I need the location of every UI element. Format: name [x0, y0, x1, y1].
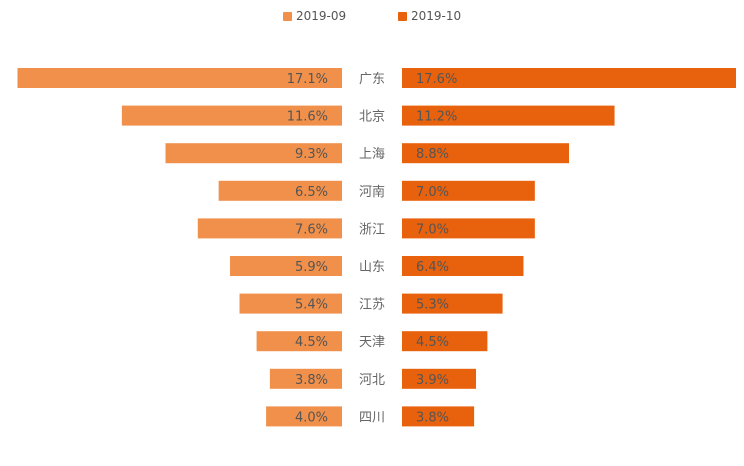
- category-label-9: 四川: [359, 410, 385, 425]
- bar-2019-10-1[interactable]: [402, 105, 615, 126]
- category-label-5: 山东: [359, 260, 385, 275]
- legend-label-series-2: 2019-10: [411, 9, 462, 23]
- bar-2019-10-5[interactable]: [402, 256, 524, 276]
- category-label-4: 浙江: [359, 222, 385, 237]
- bar-2019-10-4[interactable]: [402, 218, 535, 239]
- legend-item-series-2[interactable]: 2019-10: [398, 8, 461, 24]
- data-label-2019-10-9: 3.8%: [416, 410, 449, 425]
- bar-2019-09-4[interactable]: [197, 218, 342, 239]
- data-label-2019-09-0: 17.1%: [287, 72, 328, 87]
- category-label-0: 广东: [359, 72, 385, 87]
- legend-label-series-1: 2019-09: [296, 9, 347, 23]
- bar-2019-09-9[interactable]: [266, 406, 342, 427]
- data-label-2019-10-0: 17.6%: [416, 72, 457, 87]
- legend-item-series-1[interactable]: 2019-09: [283, 8, 346, 24]
- data-label-2019-09-3: 6.5%: [295, 185, 328, 200]
- bar-2019-10-2[interactable]: [402, 143, 569, 164]
- category-label-7: 天津: [359, 335, 385, 350]
- data-label-2019-10-5: 6.4%: [416, 260, 449, 275]
- bar-2019-09-1[interactable]: [121, 105, 342, 126]
- data-label-2019-10-7: 4.5%: [416, 335, 449, 350]
- legend: 2019-09 2019-10: [0, 8, 744, 24]
- bar-2019-09-0[interactable]: [17, 68, 342, 88]
- data-label-2019-10-1: 11.2%: [416, 110, 457, 125]
- bar-2019-10-6[interactable]: [402, 293, 503, 314]
- data-label-2019-10-3: 7.0%: [416, 185, 449, 200]
- category-label-1: 北京: [359, 110, 385, 125]
- data-label-2019-09-6: 5.4%: [295, 298, 328, 313]
- data-label-2019-10-2: 8.8%: [416, 147, 449, 162]
- bar-2019-10-7[interactable]: [402, 331, 488, 352]
- bar-2019-10-0[interactable]: [402, 68, 736, 88]
- category-label-2: 上海: [359, 147, 385, 162]
- data-label-2019-09-7: 4.5%: [295, 335, 328, 350]
- data-label-2019-10-6: 5.3%: [416, 298, 449, 313]
- bar-2019-10-8[interactable]: [402, 368, 477, 389]
- data-label-2019-09-1: 11.6%: [287, 110, 328, 125]
- data-label-2019-09-4: 7.6%: [295, 222, 328, 237]
- data-label-2019-09-2: 9.3%: [295, 147, 328, 162]
- bar-2019-10-9[interactable]: [402, 406, 475, 427]
- legend-swatch-series-2: [398, 11, 407, 21]
- legend-swatch-series-1: [283, 11, 292, 21]
- bar-2019-09-7[interactable]: [256, 331, 342, 352]
- bar-2019-09-3[interactable]: [218, 180, 342, 201]
- bar-2019-09-2[interactable]: [165, 143, 342, 164]
- category-label-3: 河南: [359, 184, 385, 200]
- category-label-6: 江苏: [359, 297, 385, 313]
- bar-2019-09-8[interactable]: [269, 368, 342, 389]
- bar-2019-10-3[interactable]: [402, 180, 535, 201]
- data-label-2019-09-8: 3.8%: [295, 373, 328, 388]
- bar-2019-09-6[interactable]: [239, 293, 342, 314]
- data-label-2019-10-4: 7.0%: [416, 222, 449, 237]
- data-label-2019-09-5: 5.9%: [295, 260, 328, 275]
- category-label-8: 河北: [359, 373, 385, 388]
- data-label-2019-09-9: 4.0%: [295, 410, 328, 425]
- data-label-2019-10-8: 3.9%: [416, 373, 449, 388]
- bar-2019-09-5[interactable]: [230, 256, 342, 276]
